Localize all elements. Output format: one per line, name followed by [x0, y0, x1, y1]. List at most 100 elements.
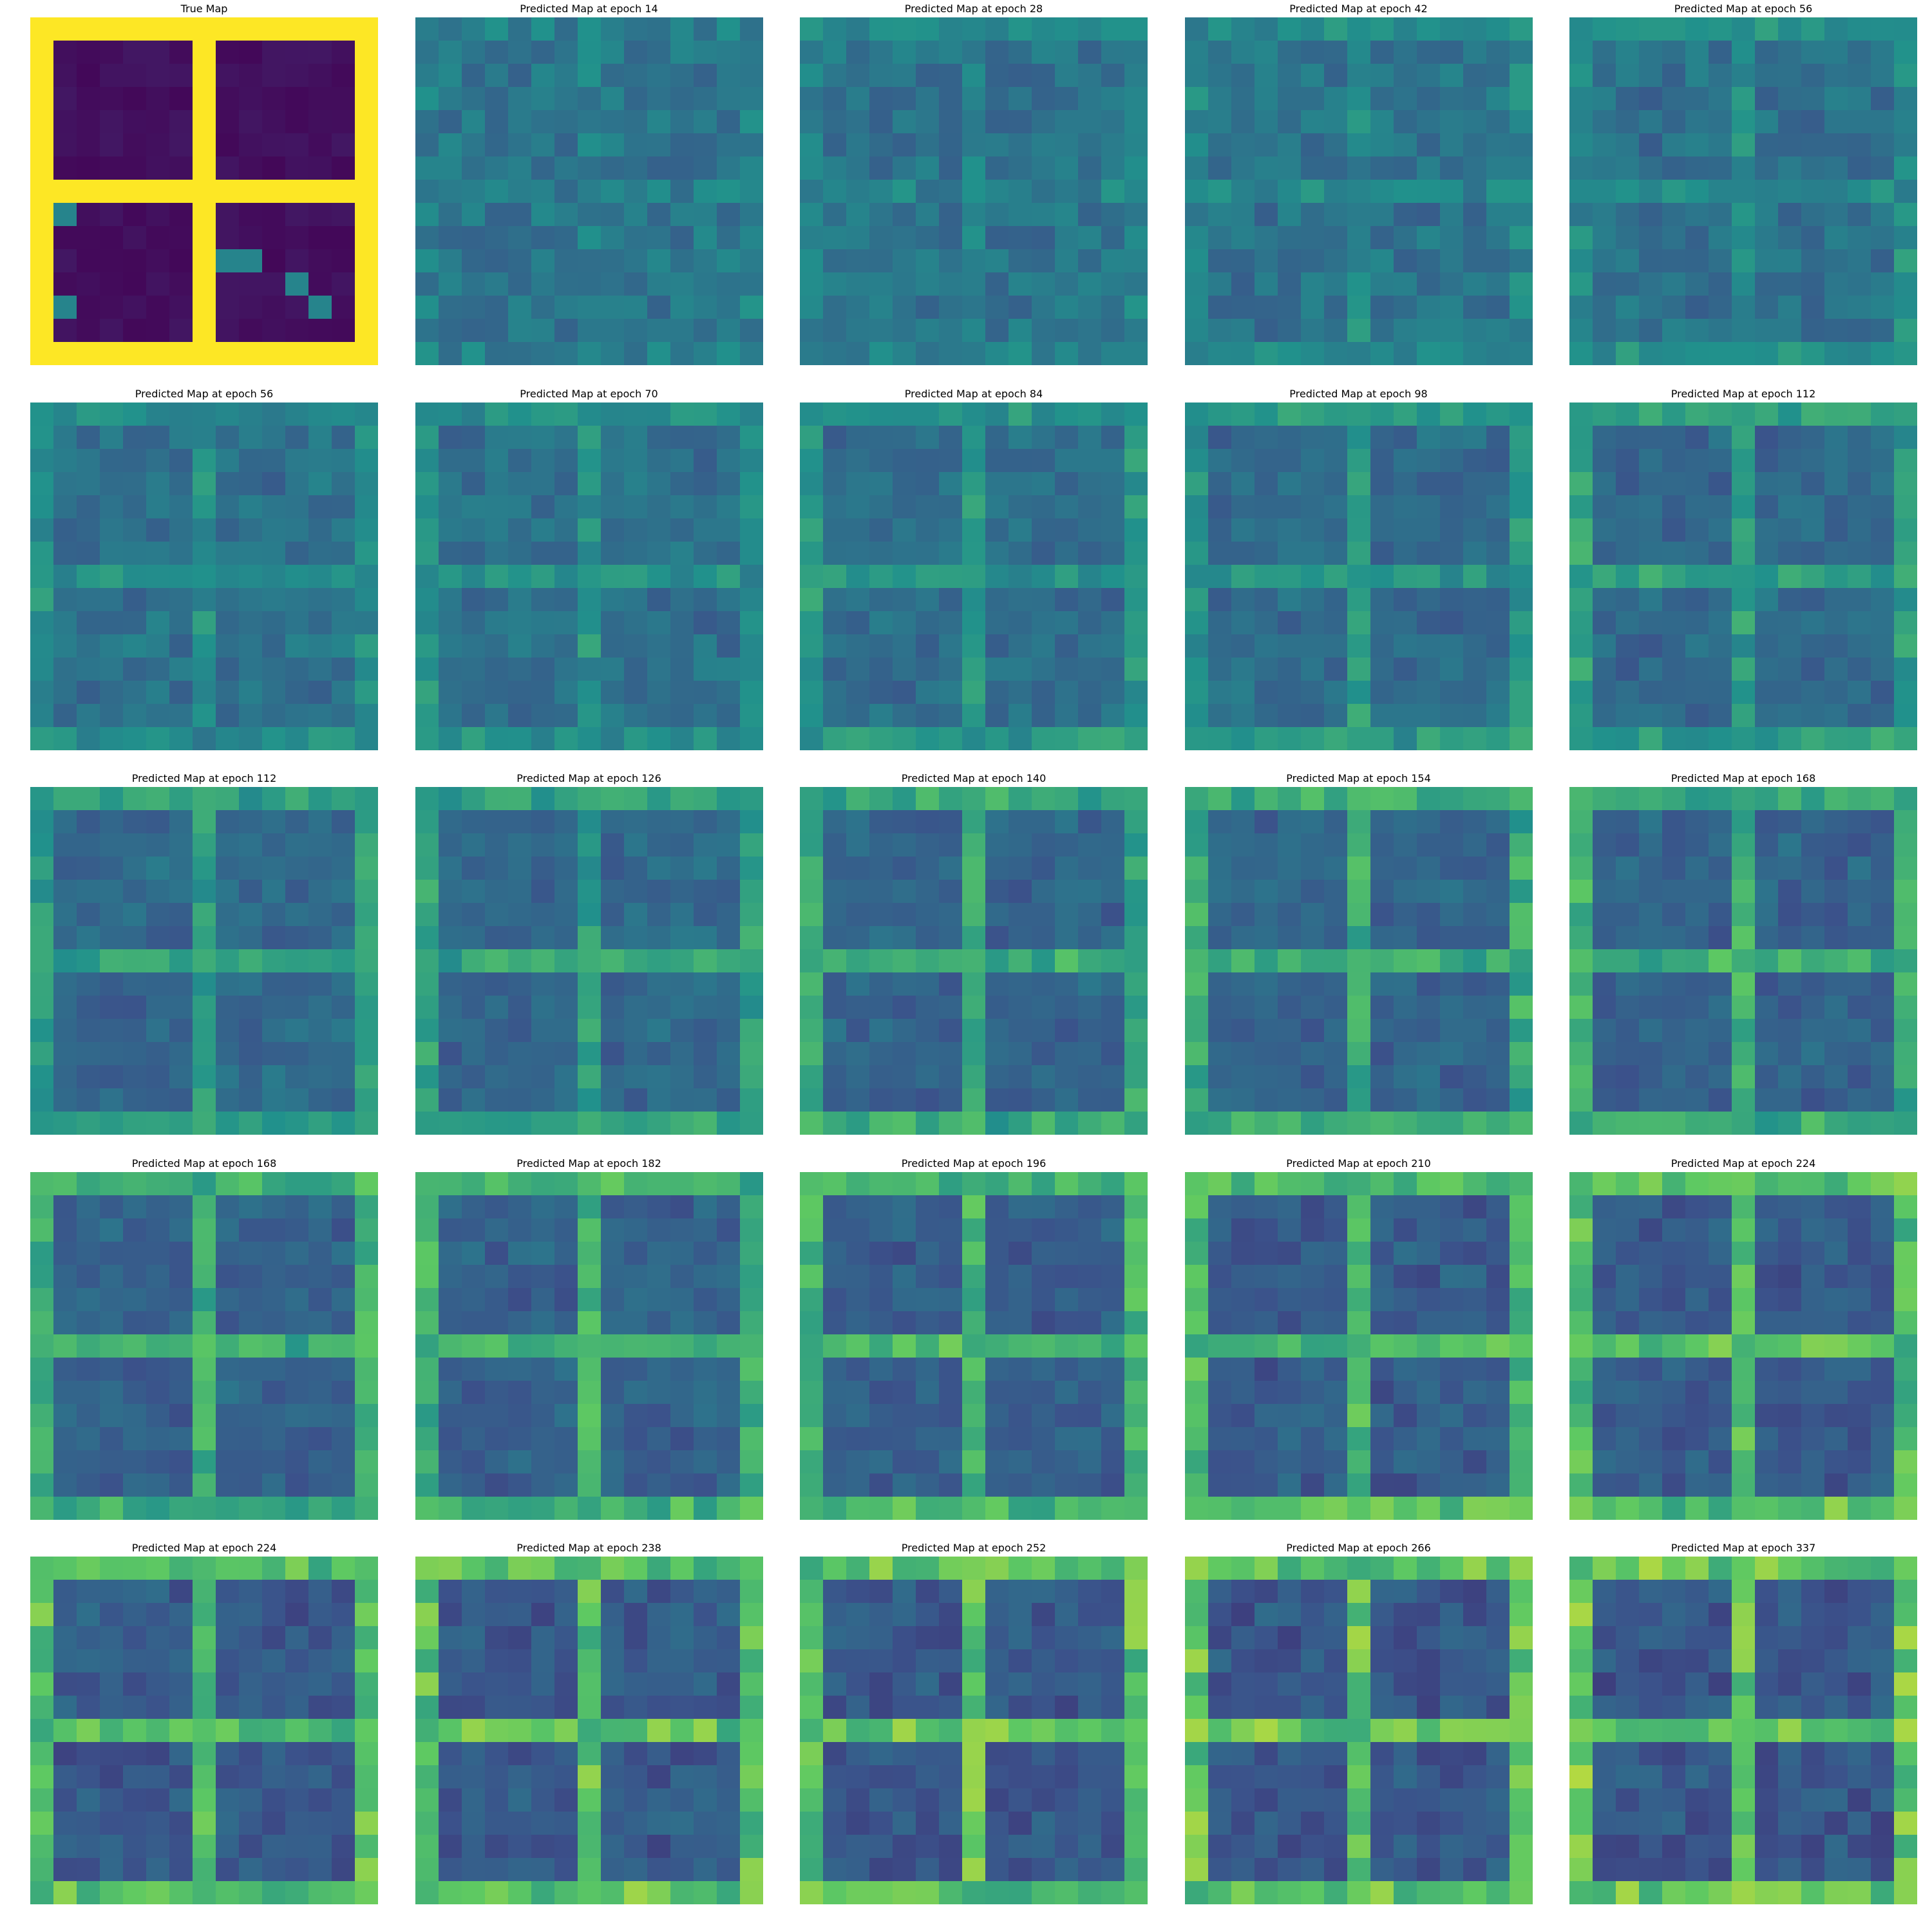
heatmap-cell	[355, 1218, 378, 1242]
heatmap-cell	[670, 448, 694, 473]
heatmap-cell	[1616, 425, 1640, 450]
heatmap-cell	[1323, 611, 1348, 635]
heatmap-cell	[123, 448, 147, 473]
heatmap-cell	[1848, 319, 1871, 343]
heatmap-cell	[893, 296, 916, 319]
heatmap-cell	[146, 64, 170, 88]
heatmap-cell	[1416, 1426, 1441, 1451]
heatmap-cell	[239, 1649, 263, 1673]
heatmap-cell	[716, 110, 741, 134]
heatmap-cell	[1755, 1088, 1779, 1112]
heatmap-cell	[123, 226, 147, 250]
heatmap-cell	[1848, 611, 1871, 635]
heatmap-cell	[600, 180, 625, 204]
heatmap-cell	[1124, 495, 1148, 519]
heatmap-cell	[146, 680, 170, 705]
heatmap-cell	[1894, 903, 1917, 927]
heatmap-cell	[869, 471, 893, 496]
heatmap-cell	[30, 1626, 54, 1650]
heatmap-cell	[716, 272, 741, 296]
heatmap-cell	[1801, 1065, 1825, 1089]
heatmap-cell	[1871, 203, 1895, 227]
heatmap-cell	[1755, 495, 1779, 519]
heatmap-cell	[30, 319, 54, 343]
heatmap-cell	[1509, 1218, 1533, 1242]
heatmap-cell	[846, 833, 870, 857]
heatmap-cell	[1639, 1042, 1663, 1066]
heatmap-cell	[123, 703, 147, 728]
heatmap-cell	[1439, 1473, 1464, 1497]
heatmap-cell	[693, 703, 717, 728]
panel-title: Predicted Map at epoch 168	[131, 1157, 277, 1170]
heatmap-cell	[1277, 296, 1302, 319]
heatmap-cell	[823, 41, 847, 64]
heatmap-cell	[1347, 1403, 1371, 1428]
heatmap-cell	[193, 1742, 216, 1766]
heatmap-cell	[1685, 1473, 1709, 1497]
heatmap-cell	[193, 1088, 216, 1112]
heatmap-cell	[716, 903, 741, 927]
heatmap-cell	[1848, 634, 1871, 658]
heatmap-cell	[1370, 272, 1394, 296]
heatmap-cell	[693, 949, 717, 973]
heatmap-cell	[1393, 926, 1417, 950]
heatmap-cell	[53, 680, 77, 705]
heatmap-cell	[1486, 1241, 1510, 1265]
heatmap-cell	[461, 634, 486, 658]
heatmap-cell	[461, 448, 486, 473]
heatmap-cell	[716, 203, 741, 227]
heatmap-cell	[554, 1603, 578, 1627]
heatmap-cell	[1231, 471, 1255, 496]
heatmap-cell	[77, 857, 100, 880]
heatmap-cell	[893, 203, 916, 227]
heatmap-cell	[1208, 1065, 1232, 1089]
heatmap-cell	[1755, 880, 1779, 904]
heatmap-cell	[869, 857, 893, 880]
heatmap-cell	[77, 1696, 100, 1719]
heatmap-cell	[507, 833, 532, 857]
heatmap-cell	[1616, 1171, 1640, 1196]
heatmap-cell	[823, 1195, 847, 1219]
heatmap-cell	[1824, 657, 1848, 681]
heatmap-cell	[1871, 495, 1895, 519]
heatmap-cell	[577, 1287, 601, 1312]
heatmap-cell	[1347, 680, 1371, 705]
heatmap-cell	[1231, 611, 1255, 635]
heatmap-cell	[739, 110, 763, 134]
heatmap	[30, 17, 378, 365]
heatmap-cell	[355, 810, 378, 834]
heatmap-cell	[239, 1112, 263, 1135]
heatmap-cell	[77, 1473, 100, 1497]
heatmap-cell	[1801, 703, 1825, 728]
heatmap-cell	[77, 64, 100, 88]
heatmap-cell	[577, 1450, 601, 1474]
heatmap-cell	[1124, 41, 1148, 64]
heatmap-cell	[1848, 1241, 1871, 1265]
heatmap-cell	[1709, 1218, 1732, 1242]
heatmap-cell	[285, 1812, 309, 1835]
heatmap-cell	[1254, 703, 1278, 728]
heatmap-cell	[1009, 518, 1032, 542]
heatmap-cell	[461, 1065, 486, 1089]
heatmap-cell	[577, 1241, 601, 1265]
heatmap-cell	[939, 402, 963, 426]
heatmap-cell	[1439, 972, 1464, 996]
heatmap-cell	[30, 1195, 54, 1219]
heatmap-cell	[332, 226, 355, 250]
heatmap-cell	[823, 180, 847, 204]
heatmap-cell	[1593, 972, 1616, 996]
heatmap-cell	[823, 203, 847, 227]
heatmap-cell	[739, 1473, 763, 1497]
heatmap-cell	[1393, 857, 1417, 880]
heatmap-cell	[985, 611, 1009, 635]
heatmap-cell	[1778, 272, 1802, 296]
heatmap-cell	[893, 703, 916, 728]
heatmap-cell	[1709, 342, 1732, 365]
heatmap-cell	[123, 1380, 147, 1405]
heatmap-cell	[1801, 1195, 1825, 1219]
heatmap-cell	[77, 1380, 100, 1405]
heatmap-cell	[1254, 319, 1278, 343]
heatmap-cell	[415, 249, 439, 273]
heatmap-cell	[846, 1042, 870, 1066]
heatmap-cell	[1393, 342, 1417, 365]
